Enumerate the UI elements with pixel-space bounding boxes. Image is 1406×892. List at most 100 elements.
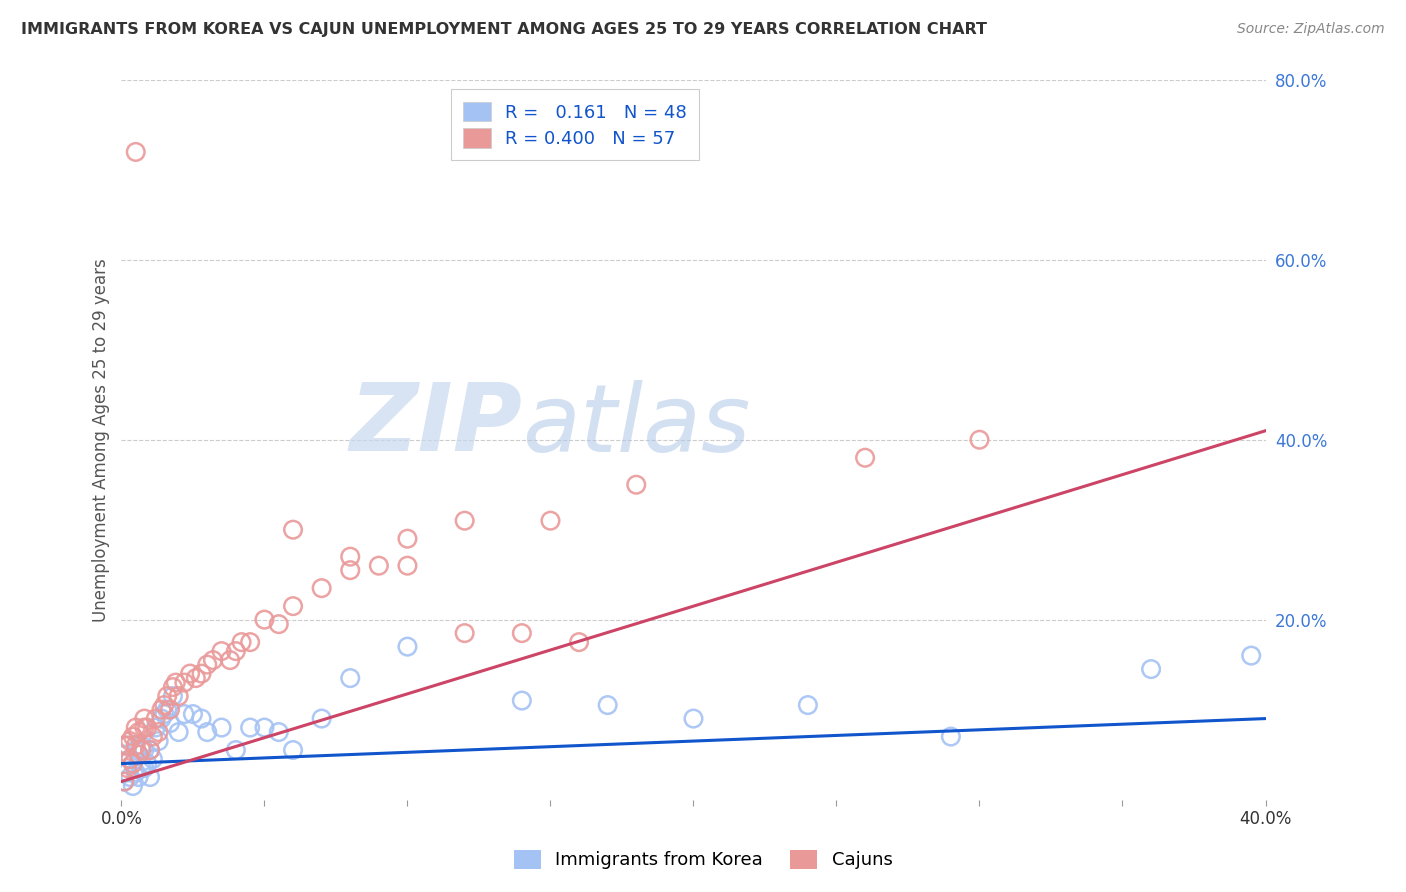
Point (153, 707, 176, 722)
Point (134, 743, 156, 757)
Point (136, 721, 159, 735)
Point (195, 725, 218, 739)
Point (179, 666, 201, 681)
Point (156, 702, 179, 716)
Point (396, 640, 419, 654)
Point (156, 689, 179, 703)
Point (115, 761, 138, 775)
Point (118, 752, 141, 766)
Point (150, 712, 173, 726)
Point (131, 743, 153, 757)
Point (1240, 648, 1263, 663)
Point (122, 756, 145, 771)
Point (112, 774, 135, 789)
Text: atlas: atlas (522, 380, 751, 471)
Point (142, 752, 165, 766)
Point (568, 635, 591, 649)
Point (969, 433, 991, 447)
Point (167, 725, 190, 739)
Point (267, 617, 290, 632)
Point (118, 770, 141, 784)
Point (540, 514, 562, 528)
Point (165, 675, 187, 690)
Point (128, 725, 150, 739)
Point (211, 644, 233, 658)
Legend: Immigrants from Korea, Cajuns: Immigrants from Korea, Cajuns (505, 841, 901, 879)
Y-axis label: Unemployment Among Ages 25 to 29 years: Unemployment Among Ages 25 to 29 years (93, 258, 110, 622)
Point (134, 721, 156, 735)
Point (510, 626, 533, 640)
Point (112, 774, 135, 789)
Point (153, 698, 176, 712)
Point (125, 765, 148, 780)
Point (939, 730, 962, 744)
Point (367, 558, 389, 573)
Point (122, 730, 145, 744)
Point (225, 743, 247, 757)
Point (1140, 662, 1163, 676)
Point (190, 712, 212, 726)
Point (122, 779, 145, 793)
Point (125, 743, 148, 757)
Point (225, 644, 247, 658)
Point (167, 689, 190, 703)
Point (190, 666, 212, 681)
Point (231, 635, 253, 649)
Point (112, 739, 135, 753)
Point (128, 747, 150, 762)
Point (148, 734, 170, 748)
Point (162, 680, 184, 694)
Point (122, 756, 145, 771)
Point (396, 532, 419, 546)
Point (510, 693, 533, 707)
Point (128, 770, 150, 784)
Point (219, 653, 242, 667)
Point (682, 712, 704, 726)
Point (118, 734, 141, 748)
Point (626, 477, 648, 491)
Point (134, 761, 156, 775)
Point (145, 712, 167, 726)
Point (311, 712, 333, 726)
Point (128, 747, 150, 762)
Point (136, 756, 159, 771)
Point (281, 599, 304, 614)
Point (148, 725, 170, 739)
Point (145, 721, 167, 735)
Point (173, 707, 195, 722)
Point (453, 514, 475, 528)
Text: ZIP: ZIP (349, 379, 522, 471)
Point (159, 702, 181, 716)
Point (125, 739, 148, 753)
Point (150, 702, 173, 716)
Point (131, 761, 153, 775)
Point (339, 563, 361, 577)
Text: Source: ZipAtlas.com: Source: ZipAtlas.com (1237, 22, 1385, 37)
Point (339, 671, 361, 685)
Point (239, 721, 262, 735)
Point (311, 581, 333, 595)
Point (596, 698, 619, 712)
Point (125, 721, 148, 735)
Point (173, 675, 195, 690)
Point (195, 657, 218, 672)
Point (112, 747, 135, 762)
Point (159, 716, 181, 731)
Point (253, 721, 276, 735)
Point (853, 450, 876, 465)
Point (162, 689, 184, 703)
Point (181, 707, 204, 722)
Point (118, 752, 141, 766)
Point (797, 698, 820, 712)
Point (125, 145, 148, 159)
Point (239, 635, 262, 649)
Point (184, 671, 207, 685)
Point (253, 613, 276, 627)
Point (115, 765, 138, 780)
Point (281, 523, 304, 537)
Point (131, 739, 153, 753)
Point (267, 725, 290, 739)
Point (134, 712, 156, 726)
Point (139, 770, 162, 784)
Point (201, 653, 224, 667)
